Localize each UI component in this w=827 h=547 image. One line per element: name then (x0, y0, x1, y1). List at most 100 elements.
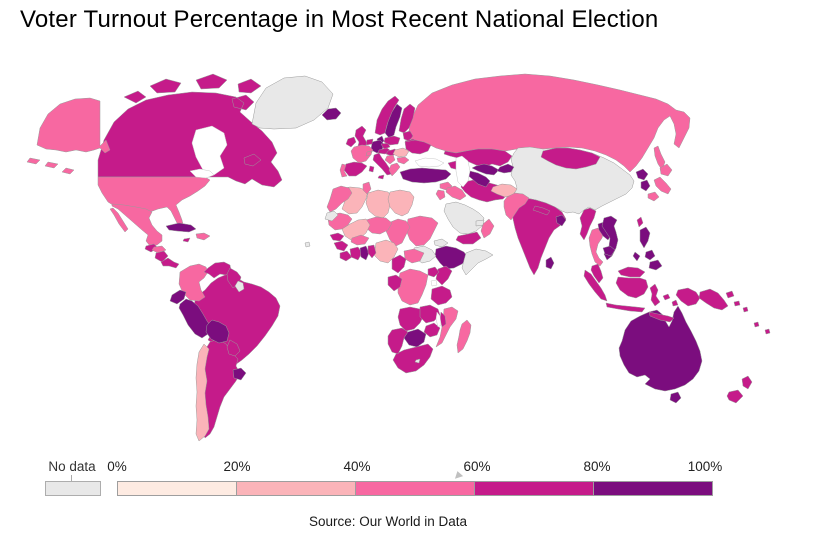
country-western-sahara[interactable] (324, 210, 339, 222)
country-jamaica[interactable] (182, 237, 191, 243)
country-israel-jordan[interactable] (435, 189, 446, 201)
country-indonesia[interactable] (583, 269, 701, 323)
country-mongolia[interactable] (540, 147, 601, 170)
legend-bin-swatch-1[interactable] (236, 481, 356, 496)
country-sierra-leone-liberia[interactable] (339, 250, 353, 262)
country-cambodia[interactable] (602, 245, 616, 257)
country-nigeria[interactable] (373, 239, 399, 264)
country-solomon-islands[interactable] (733, 300, 749, 313)
country-switzerland[interactable] (365, 150, 373, 157)
country-sudan[interactable] (405, 215, 439, 247)
country-saudi-arabia[interactable] (443, 201, 485, 235)
country-french-guiana[interactable] (234, 280, 245, 293)
country-mali[interactable] (341, 218, 371, 241)
country-netherlands[interactable] (365, 138, 374, 146)
country-venezuela[interactable] (203, 261, 232, 279)
country-senegal[interactable] (329, 232, 345, 242)
country-bangladesh[interactable] (555, 214, 567, 227)
country-iraq[interactable] (445, 185, 467, 201)
country-pakistan[interactable] (503, 192, 530, 221)
country-nepal[interactable] (532, 205, 551, 216)
country-norway[interactable] (374, 95, 400, 136)
country-togo-benin[interactable] (367, 244, 377, 259)
country-japan[interactable] (647, 163, 673, 202)
country-niger[interactable] (365, 216, 393, 235)
country-malaysia[interactable] (590, 263, 646, 284)
country-namibia[interactable] (387, 327, 409, 355)
country-poland[interactable] (383, 135, 401, 146)
country-drc[interactable] (397, 268, 429, 306)
country-costa-rica-panama[interactable] (160, 257, 180, 269)
country-burkina-faso[interactable] (350, 234, 370, 246)
country-oman[interactable] (480, 218, 495, 239)
country-france[interactable] (350, 144, 374, 164)
country-mexico[interactable] (109, 203, 163, 247)
country-portugal[interactable] (339, 163, 348, 178)
country-south-korea[interactable] (640, 179, 651, 192)
legend-bin-swatch-4[interactable] (593, 481, 713, 496)
legend-bin-swatch-2[interactable] (355, 481, 475, 496)
country-nicaragua[interactable] (154, 250, 169, 263)
country-czechia[interactable] (380, 142, 391, 150)
legend-no-data-swatch[interactable] (45, 481, 101, 496)
country-philippines[interactable] (632, 226, 663, 271)
country-kenya[interactable] (435, 265, 453, 286)
country-uganda[interactable] (427, 266, 440, 278)
country-cuba[interactable] (165, 222, 197, 233)
country-north-korea[interactable] (635, 168, 649, 181)
country-egypt[interactable] (387, 189, 415, 217)
country-png[interactable] (698, 288, 735, 311)
country-cape-verde[interactable] (304, 241, 311, 248)
country-uae[interactable] (475, 219, 485, 227)
country-south-africa[interactable] (392, 343, 434, 374)
country-greece[interactable] (388, 162, 401, 177)
country-serbia-balkans[interactable] (384, 154, 396, 165)
country-paraguay[interactable] (226, 339, 241, 357)
legend-bin-swatch-3[interactable] (474, 481, 594, 496)
country-madagascar[interactable] (456, 319, 472, 354)
country-myanmar[interactable] (579, 207, 597, 241)
country-bolivia[interactable] (205, 319, 230, 344)
country-fiji-vanuatu[interactable] (753, 321, 771, 335)
country-angola[interactable] (397, 306, 425, 332)
country-tunisia[interactable] (362, 181, 372, 195)
country-chile[interactable] (195, 343, 210, 442)
country-eritrea[interactable] (433, 238, 449, 248)
country-hispaniola[interactable] (195, 232, 211, 241)
country-libya[interactable] (365, 189, 393, 219)
country-italy[interactable] (368, 152, 393, 180)
country-new-zealand[interactable] (726, 375, 753, 404)
country-zimbabwe[interactable] (423, 322, 441, 338)
country-guinea[interactable] (333, 240, 349, 252)
country-botswana[interactable] (403, 328, 427, 348)
country-taiwan[interactable] (636, 216, 644, 228)
country-bulgaria[interactable] (396, 156, 410, 165)
country-romania[interactable] (392, 147, 410, 158)
country-ireland[interactable] (345, 136, 357, 148)
country-cameroon[interactable] (391, 254, 407, 274)
country-lesotho[interactable] (414, 358, 421, 364)
country-greenland[interactable] (251, 75, 334, 130)
country-finland[interactable] (398, 103, 416, 134)
country-cote-divoire[interactable] (349, 246, 363, 261)
country-uzbekistan[interactable] (471, 163, 500, 176)
country-iceland[interactable] (321, 107, 342, 121)
country-yemen[interactable] (455, 231, 482, 245)
legend-bin-swatch-0[interactable] (117, 481, 237, 496)
country-baltics[interactable] (402, 130, 414, 142)
country-india[interactable] (511, 197, 567, 276)
country-ecuador[interactable] (169, 289, 187, 305)
country-chad[interactable] (385, 218, 411, 247)
country-australia[interactable] (618, 305, 703, 404)
country-somalia[interactable] (461, 248, 494, 276)
country-ukraine[interactable] (404, 139, 432, 155)
country-sri-lanka[interactable] (545, 256, 555, 270)
country-kazakhstan[interactable] (443, 148, 513, 168)
country-tanzania[interactable] (430, 285, 453, 306)
country-ethiopia[interactable] (434, 245, 469, 270)
country-morocco[interactable] (326, 185, 353, 213)
country-turkey[interactable] (399, 167, 452, 184)
country-gabon-congo[interactable] (387, 274, 403, 292)
country-uruguay[interactable] (232, 367, 247, 381)
country-usa[interactable] (26, 97, 211, 233)
